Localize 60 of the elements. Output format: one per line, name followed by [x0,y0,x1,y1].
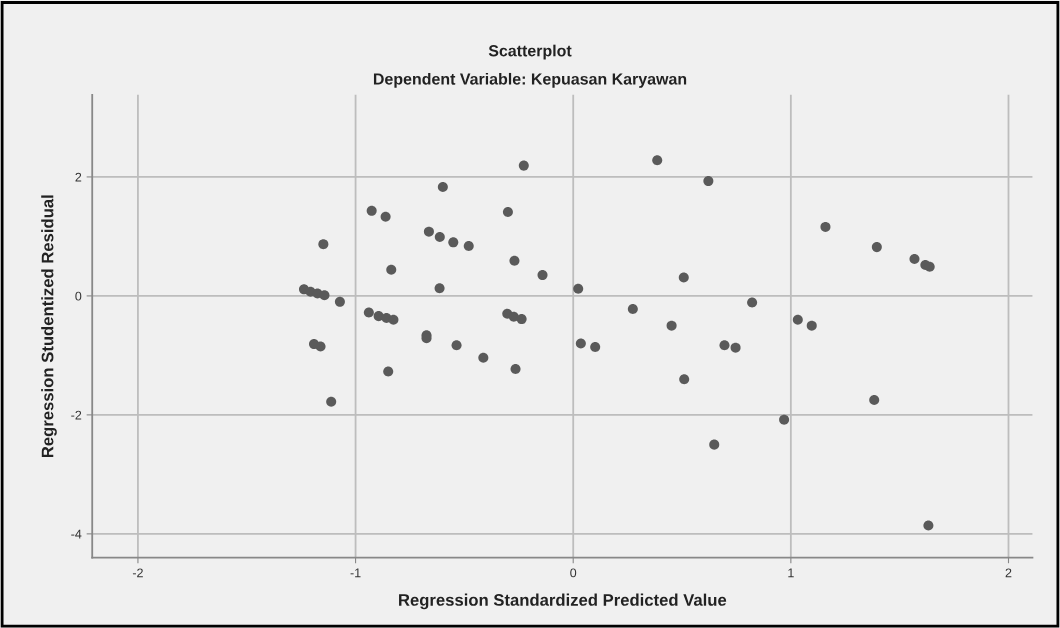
point [448,237,459,248]
point [909,254,920,265]
point [509,255,520,266]
point [792,314,803,325]
point [518,160,529,171]
point [575,338,586,349]
y-tick-label: -2 [71,410,82,420]
point [679,374,690,385]
point [326,396,337,407]
chart-title: Scatterplot [488,44,572,60]
point [463,240,474,251]
chart-subtitle: Dependent Variable: Kepuasan Karyawan [373,72,687,88]
point [709,439,720,450]
point [590,342,601,353]
point [502,207,513,218]
point [537,270,548,281]
point [334,296,345,307]
point [363,307,374,318]
x-tick-label: 2 [1005,568,1012,578]
point [923,520,934,531]
point [380,211,391,222]
point [730,342,741,353]
x-tick-label: -1 [350,568,361,578]
point [366,205,377,216]
point [869,395,880,406]
point [319,290,330,301]
point [627,303,638,314]
point [437,182,448,193]
x-axis-title: Regression Standardized Predicted Value [399,593,727,610]
point [719,340,730,351]
point [434,283,445,294]
point [434,232,445,243]
point [388,314,399,325]
point [423,226,434,237]
point [315,341,326,352]
point [383,366,394,377]
y-axis-title: Regression Studentized Residual [41,195,57,458]
point [573,283,584,294]
point [510,364,521,375]
point [478,352,489,363]
x-tick-label: 0 [570,568,577,578]
point [703,176,714,187]
point [318,239,329,250]
point [373,311,384,322]
x-tick-label: 1 [788,568,794,578]
point [652,155,663,166]
point [678,272,689,283]
y-tick-label: -4 [71,529,82,539]
point [386,264,397,275]
point [747,297,758,308]
point [806,320,817,331]
x-tick-label: -2 [132,568,143,578]
point [871,242,882,253]
y-tick-label: 2 [75,172,82,182]
y-tick-label: 0 [75,291,82,301]
point [516,314,527,325]
point [666,320,677,331]
point [779,414,790,425]
point [820,221,831,232]
point [451,340,462,351]
